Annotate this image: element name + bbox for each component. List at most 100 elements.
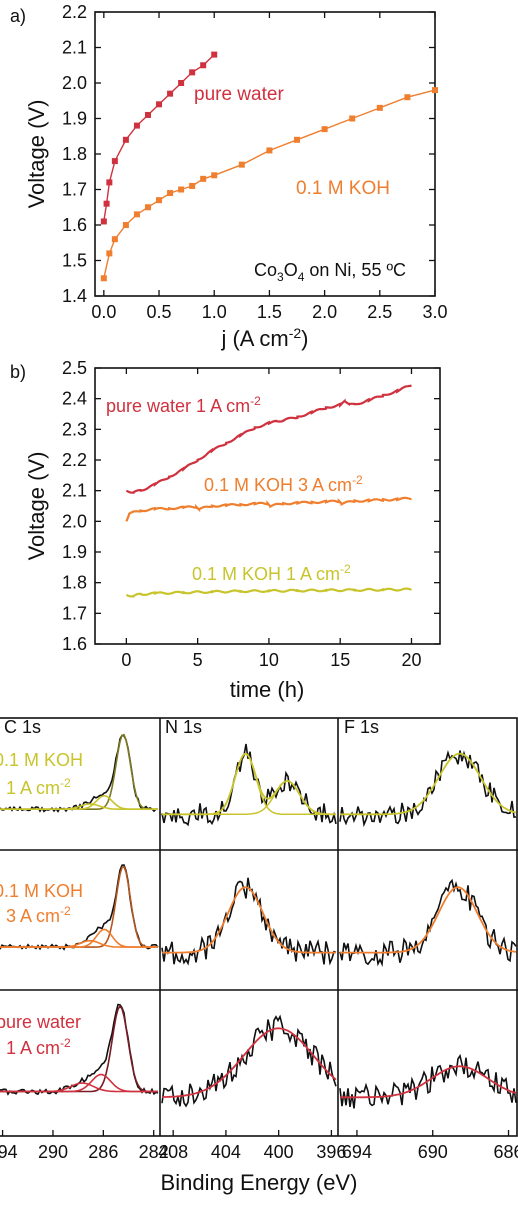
xps-row2-label-sup: -2 [60,904,71,918]
panel-b-label: b) [10,362,26,382]
y-tick-label: 1.5 [62,251,87,271]
xps-row1-label-line2: 1 A cm-2 [6,776,71,798]
series-line [125,384,412,494]
panel-b-x-axis-label: time (h) [230,677,305,702]
xps-x-tick-label: 286 [88,1142,118,1162]
data-point [122,136,129,143]
panel-a-chart: a) 1.4 1.5 1.6 1.7 1.8 1.9 2.0 2.1 2.2 0.0 0.5 1.0… [10,2,448,351]
panel-a-label: a) [10,6,26,26]
annotation-rest: on Ni, 55 ºC [304,260,406,280]
data-point [238,161,245,168]
series-line [125,496,412,522]
xps-component-peak [0,803,158,810]
data-point [432,87,438,94]
panel-b-chart: b) 1.6 1.7 1.8 1.9 2.0 2.1 2.2 2.3 2.4 2.5 0 5 10 15… [10,358,441,702]
x-tick-label: 0.5 [147,302,172,322]
panel-a-series-label-pure-water: pure water [194,84,284,105]
data-point [178,80,185,86]
xps-row3-label-line2-main: 1 A cm [6,1038,60,1058]
data-point [321,126,328,133]
koh1-label-sup: -2 [340,562,351,576]
data-point [100,218,107,225]
xps-x-tick-label: 686 [494,1142,518,1162]
xps-x-tick-label: 690 [418,1142,448,1162]
xps-row1-label-line1: 0.1 M KOH [0,750,83,770]
data-point [103,200,110,207]
data-point [266,147,273,154]
data-point [106,179,113,186]
y-tick-label: 2.1 [62,481,87,501]
data-point [100,275,107,282]
panel-a-annotation: Co3O4 on Ni, 55 ºC [254,260,406,284]
data-point [167,190,174,197]
pw-label-main: pure water 1 A cm [106,396,250,416]
xps-raw-spectrum [339,1053,517,1109]
xps-x-tick-label: 408 [158,1142,188,1162]
data-point [133,122,140,129]
xps-x-tick-label: 404 [211,1142,241,1162]
xps-row2-label-line1: 0.1 M KOH [0,881,83,901]
x-tick-label: 1.5 [257,302,282,322]
panel-a-x-ticks: 0.0 0.5 1.0 1.5 2.0 2.5 3.0 [91,12,448,322]
xps-raw-spectrum [339,750,517,828]
x-tick-label: 20 [401,650,421,670]
data-point [178,186,185,193]
panel-b-y-ticks: 1.6 1.7 1.8 1.9 2.0 2.1 2.2 2.3 2.4 2.5 [62,358,440,654]
annotation-sub-3: 3 [277,270,284,284]
data-point [106,250,113,257]
xps-fit-envelope [340,752,517,816]
data-point [189,69,196,76]
data-point [133,211,140,218]
x-tick-label: 0 [121,650,131,670]
xps-row1-label-line2-main: 1 A cm [6,778,60,798]
panel-b-x-ticks: 0 5 10 15 20 [121,368,422,670]
xps-title-c1s: C 1s [4,717,41,737]
data-point [189,182,196,189]
panel-b-series-label-koh-3a: 0.1 M KOH 3 A cm-2 [204,473,363,495]
xps-row2-label-line2: 3 A cm-2 [6,904,71,926]
y-tick-label: 2.0 [62,511,87,531]
xps-fit-envelope [162,886,336,954]
y-tick-label: 2.2 [62,2,87,22]
xps-component-peak [0,733,158,810]
x-tick-label: 15 [330,650,350,670]
series-line [125,587,412,598]
x-tick-label: 1.0 [202,302,227,322]
data-point [200,175,207,182]
xps-x-tick-label: 282 [139,1142,169,1162]
y-tick-label: 1.9 [62,109,87,129]
x-tick-label: 3.0 [422,302,447,322]
panel-a-y-axis-label: Voltage (V) [24,100,49,209]
xps-outer-frame [0,717,518,1137]
x-tick-label: 2.5 [367,302,392,322]
panel-a-y-ticks: 1.4 1.5 1.6 1.7 1.8 1.9 2.0 2.1 2.2 [62,2,435,306]
panel-b-series-label-pure-water: pure water 1 A cm-2 [106,394,261,416]
annotation-o: O [284,260,298,280]
xps-row3-label-line2: 1 A cm-2 [6,1036,71,1058]
xps-row1-label-sup: -2 [60,776,71,790]
xps-x-tick-label: 290 [38,1142,68,1162]
x-tick-label: 0.0 [91,302,116,322]
y-tick-label: 1.8 [62,573,87,593]
panel-a-series-label-koh: 0.1 M KOH [296,178,390,199]
xps-fit-envelope [340,886,517,954]
panel-a-x-axis-label: j (A cm-2) [220,325,308,351]
panel-b-series-label-koh-1a: 0.1 M KOH 1 A cm-2 [192,562,351,584]
data-point [294,136,301,143]
y-tick-label: 2.3 [62,419,87,439]
data-point [200,62,207,69]
xps-fit-envelope [340,1065,517,1099]
xps-fit-envelope [162,752,336,816]
xps-raw-spectrum [161,877,337,966]
xps-raw-spectrum [339,878,517,968]
data-point [376,104,383,111]
xps-row3-label-line1: pure water [0,1012,81,1032]
data-point [211,51,218,58]
xps-row2-label-line2-main: 3 A cm [6,906,60,926]
data-point [144,204,151,211]
y-tick-label: 1.6 [62,215,87,235]
y-tick-label: 1.4 [62,286,87,306]
xps-x-tick-label: 694 [342,1142,372,1162]
data-point [111,236,118,243]
